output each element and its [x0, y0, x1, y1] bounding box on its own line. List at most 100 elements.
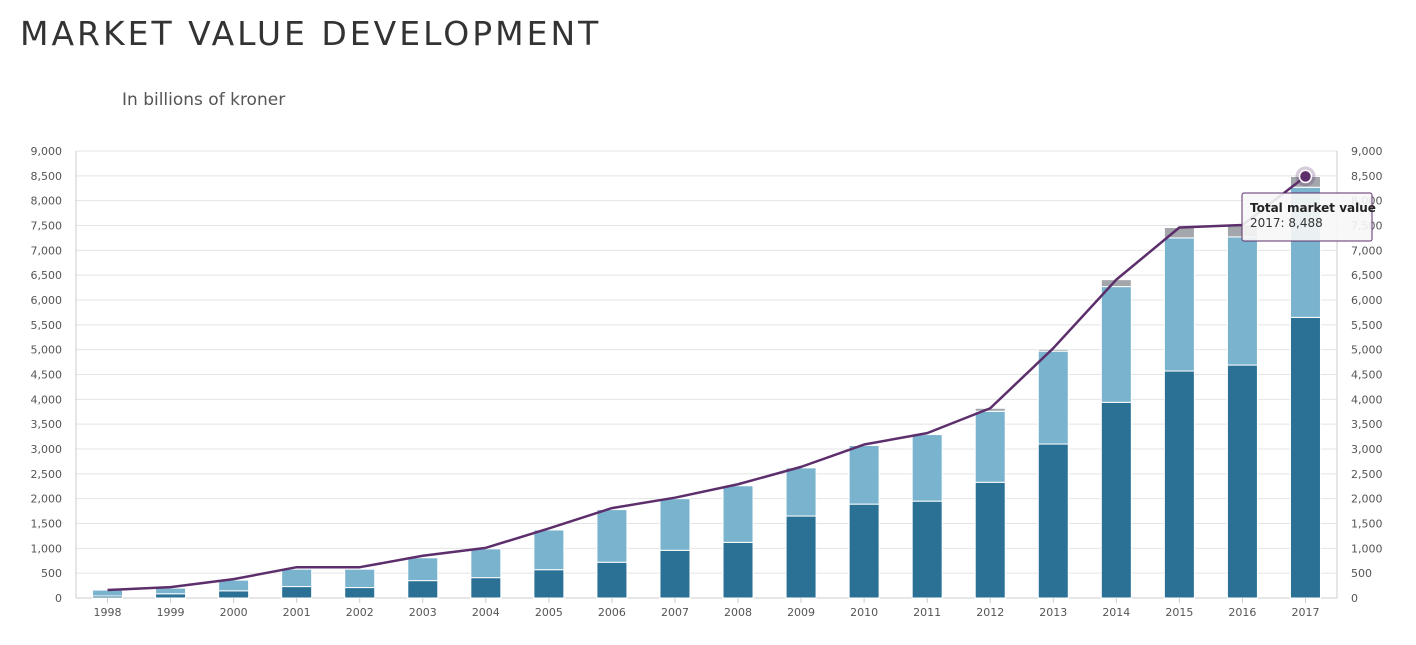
bar-segment-2 — [470, 548, 502, 579]
bar-segment-1 — [1037, 443, 1069, 599]
bar-segment-2 — [281, 568, 313, 588]
bar-segment-2 — [1226, 236, 1258, 366]
bar-segment-1 — [911, 500, 943, 599]
bar-segment-1 — [596, 561, 628, 599]
bar-segment-1 — [470, 577, 502, 599]
x-tick-label: 2003 — [409, 606, 437, 619]
y-tick-label-left: 2,500 — [31, 468, 63, 481]
y-tick-label-left: 500 — [41, 567, 62, 580]
y-tick-label-right: 7,000 — [1351, 244, 1383, 257]
bar-segment-1 — [1163, 370, 1195, 599]
y-tick-label-left: 9,000 — [31, 145, 63, 158]
bar-segment-1 — [785, 515, 817, 599]
y-tick-label-left: 1,000 — [31, 542, 63, 555]
y-tick-label-left: 3,500 — [31, 418, 63, 431]
bar-segment-2 — [785, 467, 817, 517]
y-tick-label-right: 6,000 — [1351, 294, 1383, 307]
x-tick-label: 2006 — [598, 606, 626, 619]
x-tick-label: 2008 — [724, 606, 752, 619]
bar-segment-1 — [1100, 401, 1132, 599]
tooltip-text: 2017: 8,488 — [1250, 216, 1323, 230]
grid-lines — [75, 150, 1338, 599]
y-tick-label-right: 500 — [1351, 567, 1372, 580]
x-axis: 1998 1999 2000 2001 2002 2003 2004 2005 2006 2007… — [94, 598, 1319, 619]
bar-segment-2 — [911, 434, 943, 502]
x-tick-label: 2012 — [976, 606, 1004, 619]
y-tick-label-right: 4,500 — [1351, 369, 1383, 382]
y-axis-left: 0 500 1,000 1,500 2,000 2,500 3,000 3,500 4,000 4… — [31, 145, 63, 605]
x-tick-label: 2011 — [913, 606, 941, 619]
y-tick-label-right: 2,000 — [1351, 493, 1383, 506]
y-tick-label-right: 8,500 — [1351, 170, 1383, 183]
x-tick-label: 2002 — [346, 606, 374, 619]
chart-title: MARKET VALUE DEVELOPMENT — [20, 14, 602, 53]
y-tick-label-left: 6,500 — [31, 269, 63, 282]
x-tick-label: 1999 — [157, 606, 185, 619]
x-tick-label: 2009 — [787, 606, 815, 619]
bar-segment-2 — [1163, 237, 1195, 372]
bar-segment-1 — [1289, 316, 1321, 599]
bar-segment-1 — [218, 590, 250, 599]
bar-segment-1 — [407, 580, 439, 599]
bar-segment-2 — [218, 579, 250, 592]
x-tick-label: 2014 — [1102, 606, 1130, 619]
bar-series — [92, 175, 1321, 599]
bar-segment-1 — [344, 587, 376, 599]
y-tick-label-left: 7,000 — [31, 244, 63, 257]
x-tick-label: 1998 — [94, 606, 122, 619]
bar-segment-1 — [722, 541, 754, 599]
bar-segment-1 — [974, 481, 1006, 599]
y-tick-label-left: 1,500 — [31, 518, 63, 531]
y-tick-label-right: 1,500 — [1351, 518, 1383, 531]
bar-segment-1 — [533, 569, 565, 599]
bar-segment-1 — [155, 593, 187, 599]
y-tick-label-left: 6,000 — [31, 294, 63, 307]
tooltip-title: Total market value — [1250, 201, 1376, 215]
y-tick-label-right: 2,500 — [1351, 468, 1383, 481]
bar-segment-2 — [1037, 350, 1069, 445]
total-line — [107, 175, 1307, 592]
x-tick-label: 2007 — [661, 606, 689, 619]
y-tick-label-right: 5,000 — [1351, 344, 1383, 357]
y-tick-label-right: 3,500 — [1351, 418, 1383, 431]
bar-segment-2 — [407, 557, 439, 582]
bar-segment-2 — [848, 445, 880, 505]
y-tick-label-left: 5,500 — [31, 319, 63, 332]
bar-segment-2 — [1100, 286, 1132, 403]
x-tick-label: 2010 — [850, 606, 878, 619]
y-tick-label-right: 9,000 — [1351, 145, 1383, 158]
y-tick-label-left: 7,500 — [31, 220, 63, 233]
bar-segment-2 — [659, 498, 691, 551]
y-tick-label-left: 8,500 — [31, 170, 63, 183]
bar-segment-1 — [848, 503, 880, 599]
bar-segment-2 — [596, 509, 628, 563]
y-tick-label-left: 4,500 — [31, 369, 63, 382]
bar-segment-2 — [974, 410, 1006, 483]
x-tick-label: 2016 — [1228, 606, 1256, 619]
total-line-series — [107, 166, 1316, 592]
x-tick-label: 2000 — [220, 606, 248, 619]
bar-segment-2 — [344, 568, 376, 589]
bar-segment-2 — [155, 587, 187, 595]
y-tick-label-right: 5,500 — [1351, 319, 1383, 332]
x-tick-label: 2001 — [283, 606, 311, 619]
bar-segment-1 — [659, 549, 691, 599]
tooltip-box — [1241, 192, 1373, 242]
bar-segment-1 — [1226, 364, 1258, 599]
y-tick-label-left: 3,000 — [31, 443, 63, 456]
highlight-point — [1298, 169, 1313, 184]
x-tick-label: 2017 — [1291, 606, 1319, 619]
y-tick-label-left: 8,000 — [31, 195, 63, 208]
y-tick-label-left: 2,000 — [31, 493, 63, 506]
x-tick-label: 2013 — [1039, 606, 1067, 619]
x-tick-label: 2015 — [1165, 606, 1193, 619]
tooltip: Total market value 2017: 8,488 — [1241, 192, 1376, 242]
y-tick-label-left: 4,000 — [31, 393, 63, 406]
y-tick-label-right: 1,000 — [1351, 542, 1383, 555]
y-tick-label-right: 3,000 — [1351, 443, 1383, 456]
x-tick-label: 2005 — [535, 606, 563, 619]
chart-subtitle: In billions of kroner — [122, 90, 286, 110]
y-tick-label-left: 0 — [55, 592, 62, 605]
y-tick-label-left: 5,000 — [31, 344, 63, 357]
